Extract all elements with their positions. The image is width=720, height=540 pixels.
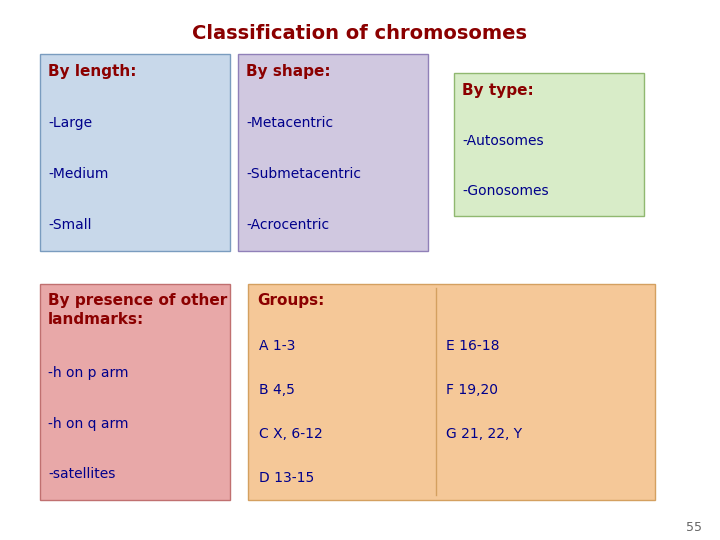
Text: -Metacentric: -Metacentric [246,116,333,130]
Text: By presence of other
landmarks:: By presence of other landmarks: [48,293,228,327]
FancyBboxPatch shape [40,54,230,251]
Text: -Medium: -Medium [48,167,109,181]
Text: -Acrocentric: -Acrocentric [246,219,329,232]
FancyBboxPatch shape [40,284,230,500]
Text: -Submetacentric: -Submetacentric [246,167,361,181]
Text: Groups:: Groups: [257,293,325,308]
Text: Classification of chromosomes: Classification of chromosomes [192,24,528,43]
Text: By shape:: By shape: [246,64,331,79]
FancyBboxPatch shape [238,54,428,251]
Text: By type:: By type: [462,83,534,98]
Text: G 21, 22, Y: G 21, 22, Y [446,427,523,441]
Text: C X, 6-12: C X, 6-12 [259,427,323,441]
Text: -h on q arm: -h on q arm [48,417,129,431]
Text: -Autosomes: -Autosomes [462,134,544,148]
Text: F 19,20: F 19,20 [446,383,498,397]
FancyBboxPatch shape [248,284,655,500]
Text: E 16-18: E 16-18 [446,339,500,353]
FancyBboxPatch shape [454,73,644,216]
Text: -h on p arm: -h on p arm [48,367,129,381]
Text: -Small: -Small [48,219,91,232]
Text: B 4,5: B 4,5 [259,383,295,397]
Text: By length:: By length: [48,64,137,79]
Text: A 1-3: A 1-3 [259,339,296,353]
Text: -Gonosomes: -Gonosomes [462,184,549,198]
Text: -Large: -Large [48,116,92,130]
Text: -satellites: -satellites [48,467,116,481]
Text: D 13-15: D 13-15 [259,470,315,484]
Text: 55: 55 [686,521,702,534]
